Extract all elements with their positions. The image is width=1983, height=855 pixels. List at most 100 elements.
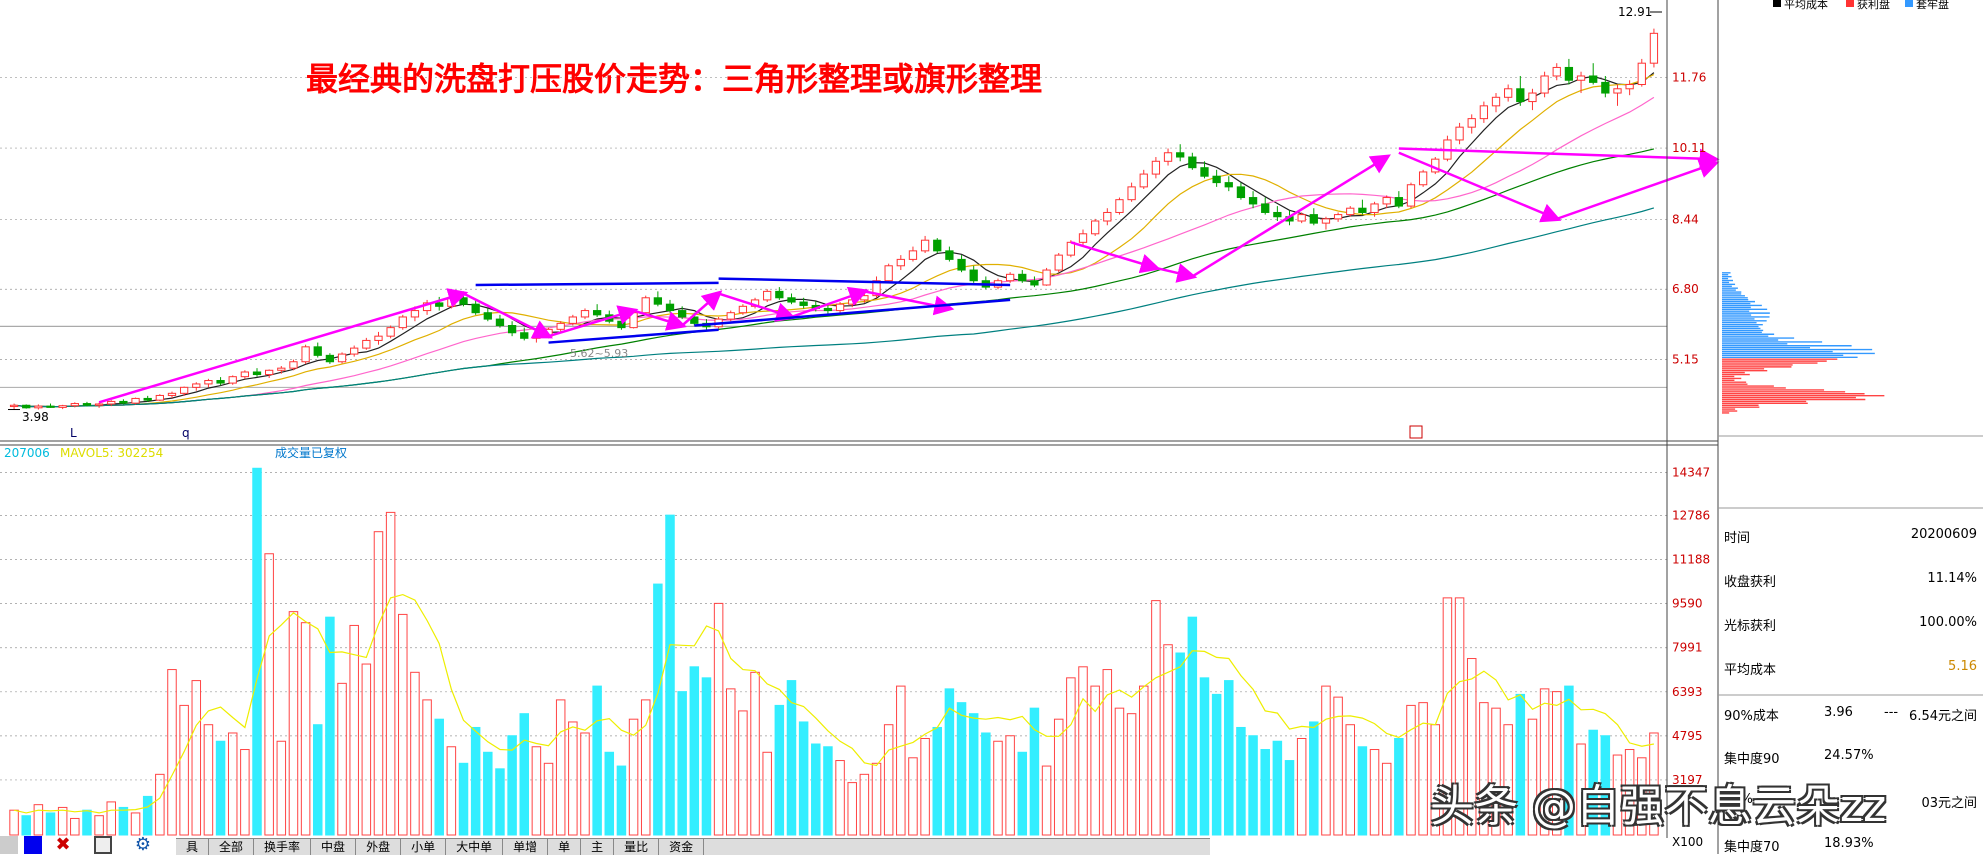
candle-body (1103, 211, 1112, 222)
volume-bar (94, 815, 104, 836)
volume-bar (264, 553, 274, 836)
volume-bar (106, 801, 117, 836)
volume-bar (1418, 702, 1428, 836)
candle-body (277, 367, 286, 371)
volume-bar (786, 680, 797, 836)
candle-body (119, 400, 128, 404)
candle-body (653, 297, 663, 305)
volume-bar (665, 514, 675, 836)
volume-bar (883, 724, 894, 836)
candle-body (1297, 214, 1306, 222)
tab-7[interactable]: 单增 (503, 839, 549, 855)
volume-bar (1114, 707, 1125, 836)
pattern-arrow (548, 305, 639, 338)
tool-gear-icon[interactable]: ⚙ (134, 834, 152, 855)
candle-body (301, 346, 310, 363)
volume-tick-label: 14347 (1672, 465, 1710, 479)
candle-body (908, 250, 918, 260)
volume-bar (1211, 693, 1222, 836)
side-cost90-high: 6.54元之间 (1909, 709, 1977, 724)
volume-tick-label: 9590 (1672, 597, 1703, 611)
high-price-label: 12.91 (1618, 5, 1652, 19)
tab-9[interactable]: 主 (581, 839, 615, 855)
event-marker-icon[interactable] (1409, 425, 1423, 439)
volume-bar (1138, 685, 1149, 836)
candle-body (1236, 186, 1246, 199)
volume-bar (555, 699, 566, 836)
tool-color-icon[interactable] (0, 836, 18, 854)
pattern-annotations (8, 11, 1720, 411)
volume-bar (1296, 737, 1307, 836)
volume-bar (1005, 735, 1015, 836)
candle-body (1601, 81, 1610, 94)
candle-body (568, 316, 577, 324)
volume-bar (1151, 600, 1161, 836)
tab-0[interactable]: 具 (176, 839, 210, 855)
volume-bar (1369, 749, 1380, 836)
legend-trapped: 套牢盘 (1916, 0, 1949, 11)
volume-bar (446, 746, 457, 836)
candle-body (920, 239, 930, 252)
tab-6[interactable]: 大中单 (446, 839, 504, 855)
volume-bar (57, 806, 68, 836)
candle-body (362, 339, 371, 349)
volume-bar (1527, 718, 1538, 836)
tool-window-icon[interactable] (94, 836, 112, 854)
candle-body (1418, 171, 1428, 186)
tab-5[interactable]: 小单 (401, 839, 447, 855)
moving-average-lines (14, 72, 1655, 408)
volume-bar (689, 666, 700, 836)
volume-bar (616, 765, 627, 836)
volume-bar (1053, 718, 1064, 836)
candle-body (1516, 88, 1525, 103)
candle-body (1030, 280, 1039, 286)
candle-body (1637, 62, 1646, 86)
volume-bar (1442, 597, 1453, 836)
volume-bar (592, 685, 602, 836)
tab-11[interactable]: 资金 (659, 839, 705, 855)
candle-body (507, 325, 517, 334)
candle-body (1455, 126, 1464, 141)
pattern-arrow (98, 288, 469, 404)
candle-body (70, 403, 79, 407)
candle-body (1540, 75, 1549, 94)
volume-bar (9, 809, 19, 836)
candle-body (1127, 186, 1136, 201)
legend-avg-swatch (1773, 0, 1781, 7)
volume-bar (1649, 732, 1659, 836)
volume-bar (276, 740, 287, 836)
candle-body (1625, 84, 1634, 90)
candle-body (1564, 66, 1574, 81)
volume-bar (1381, 762, 1392, 836)
trend-line (718, 277, 1011, 287)
volume-bar (628, 718, 639, 836)
volume-grid (0, 472, 1667, 781)
tab-8[interactable]: 单 (548, 839, 582, 855)
side-cursor-profit-value: 100.00% (1919, 615, 1977, 630)
candle-body (1309, 214, 1318, 224)
candle-body (933, 239, 942, 252)
candle-body (471, 303, 480, 314)
tool-blue-icon[interactable] (24, 836, 42, 854)
tab-2[interactable]: 换手率 (254, 839, 312, 855)
candle-body (1467, 118, 1476, 128)
candle-body (179, 386, 189, 394)
tab-3[interactable]: 中盘 (311, 839, 357, 855)
volume-bar (1224, 680, 1234, 836)
tab-4[interactable]: 外盘 (356, 839, 402, 855)
tool-delete-icon[interactable]: ✖ (55, 834, 71, 855)
volume-unit-label: X100 (1672, 835, 1703, 849)
pattern-arrow (1398, 147, 1720, 169)
volume-bar (1503, 724, 1513, 836)
volume-bar (774, 704, 785, 836)
price-tick-label: 5.15 (1672, 353, 1699, 367)
candle-body (435, 302, 444, 307)
low-price-label: 3.98 (22, 410, 49, 424)
candle-body (107, 400, 116, 405)
tab-1[interactable]: 全部 (209, 839, 255, 855)
tab-10[interactable]: 量比 (614, 839, 660, 855)
candle-body (969, 269, 978, 282)
candle-body (872, 280, 881, 297)
candle-body (1018, 273, 1027, 282)
